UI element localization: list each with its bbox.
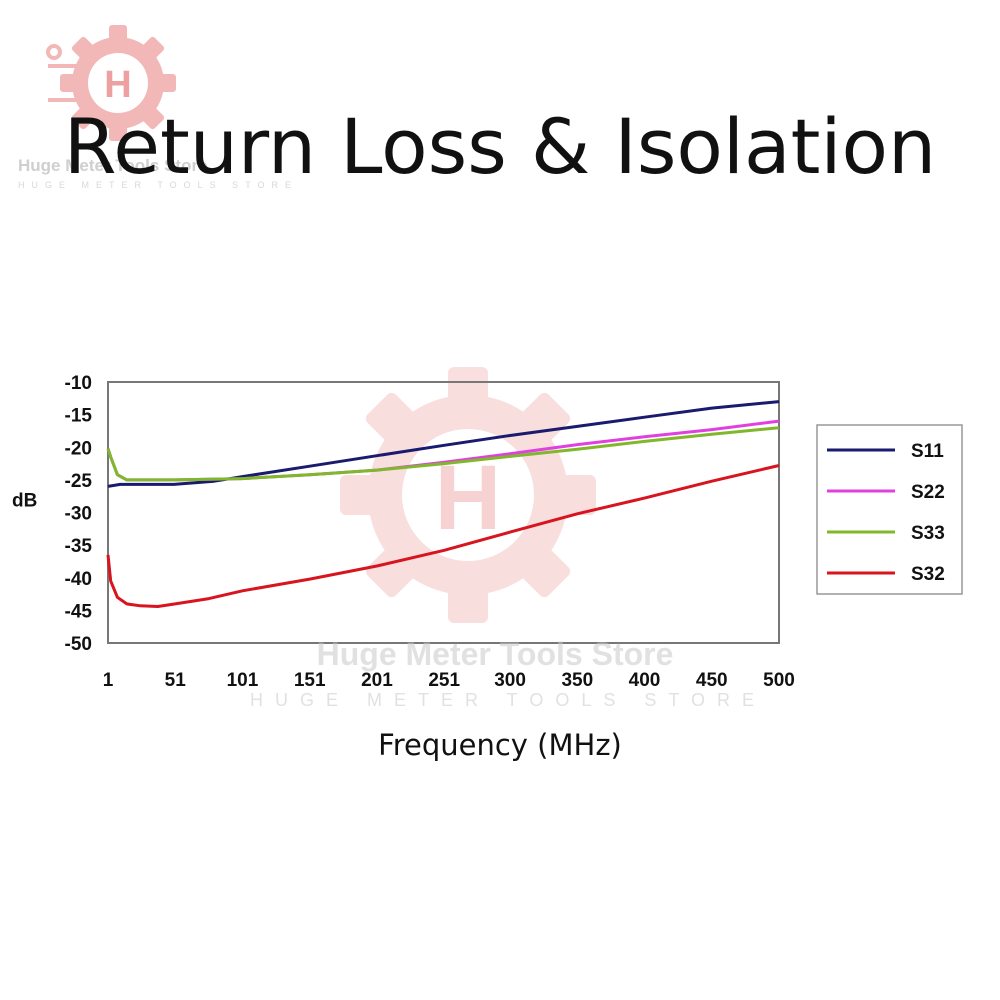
x-axis-label: Frequency (MHz): [378, 728, 622, 762]
x-tick-label: 101: [227, 670, 259, 691]
x-tick-label: 1: [103, 670, 114, 691]
y-tick-label: -20: [65, 438, 92, 459]
legend-label-s22: S22: [911, 482, 945, 503]
y-tick-labels: -10 -15 -20 -25 -30 -35 -40 -45 -50: [65, 373, 93, 655]
x-tick-labels: 1 51 101 151 201 251 300 350 400 450 500: [103, 670, 795, 691]
y-tick-label: -10: [65, 373, 92, 394]
series-line-s11: [107, 400, 780, 488]
y-tick-label: -35: [65, 536, 93, 557]
series-lines: [106, 400, 780, 608]
y-axis-label: dB: [12, 490, 37, 511]
legend-label-s33: S33: [911, 523, 945, 544]
logo-store-name: Huge Meter Tools Store: [18, 156, 208, 175]
plot-frame: [107, 381, 780, 644]
legend-label-s32: S32: [911, 564, 945, 585]
page-title: Return Loss & Isolation: [63, 102, 937, 191]
watermark-gear-icon: H: [340, 367, 596, 623]
y-tick-label: -15: [65, 406, 93, 427]
logo-letter: H: [104, 64, 131, 106]
legend-label-s11: S11: [911, 441, 944, 462]
x-tick-label: 51: [165, 670, 187, 691]
watermark-store-subtitle: HUGE METER TOOLS STORE: [250, 690, 767, 710]
x-tick-label: 151: [294, 670, 326, 691]
series-line-s33: [106, 426, 780, 482]
logo-store-subtitle: HUGE METER TOOLS STORE: [18, 180, 299, 190]
series-line-s32: [106, 464, 780, 608]
x-tick-label: 350: [561, 670, 593, 691]
x-tick-label: 251: [428, 670, 460, 691]
store-logo: H Huge Meter Tools Store HUGE METER TOOL…: [8, 18, 291, 190]
legend: S11 S22 S33 S32: [816, 424, 963, 595]
legend-box: [816, 424, 963, 595]
y-tick-label: -45: [65, 601, 93, 622]
y-tick-label: -30: [65, 504, 92, 525]
watermark-store-name: Huge Meter Tools Store: [316, 636, 674, 672]
y-tick-label: -40: [65, 569, 92, 590]
x-tick-label: 450: [696, 670, 728, 691]
x-tick-label: 500: [763, 670, 795, 691]
y-tick-label: -25: [65, 471, 93, 492]
x-tick-label: 300: [494, 670, 526, 691]
gear-logo-icon: H: [46, 25, 176, 141]
y-tick-label: -50: [65, 634, 92, 655]
x-tick-label: 201: [361, 670, 393, 691]
x-tick-label: 400: [629, 670, 661, 691]
